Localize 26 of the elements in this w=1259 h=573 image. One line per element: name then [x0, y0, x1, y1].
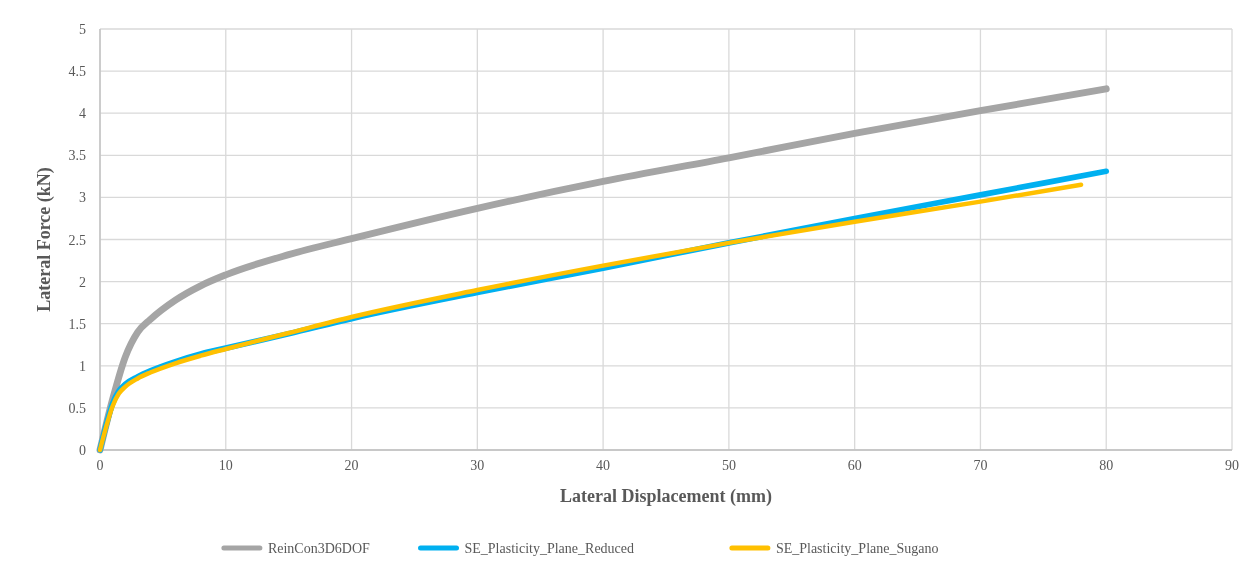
y-axis-title: Lateral Force (kN) — [34, 167, 55, 312]
x-tick-label: 0 — [96, 458, 104, 473]
x-tick-label: 90 — [1225, 458, 1239, 473]
y-tick-label: 3 — [79, 190, 86, 206]
y-tick-label: 1 — [79, 358, 86, 374]
x-tick-label: 50 — [721, 458, 736, 473]
legend-label: SE_Plasticity_Plane_Reduced — [464, 541, 635, 556]
x-axis-title: Lateral Displacement (mm) — [560, 486, 772, 507]
y-tick-label: 2.5 — [68, 232, 86, 248]
y-tick-label: 4.5 — [68, 64, 86, 80]
y-tick-label: 3.5 — [68, 148, 86, 164]
y-tick-label: 0 — [79, 443, 86, 458]
y-tick-label: 1.5 — [68, 316, 86, 332]
legend-label: ReinCon3D6DOF — [267, 541, 371, 556]
y-tick-label: 2 — [79, 274, 86, 290]
y-tick-label: 0.5 — [68, 400, 86, 416]
x-tick-label: 40 — [596, 458, 611, 473]
x-tick-label: 70 — [973, 458, 988, 473]
x-tick-label: 10 — [218, 458, 233, 473]
legend-label: SE_Plasticity_Plane_Sugano — [775, 541, 939, 556]
x-tick-label: 20 — [344, 458, 359, 473]
x-tick-label: 80 — [1099, 458, 1114, 473]
x-tick-label: 30 — [470, 458, 485, 473]
y-tick-label: 4 — [79, 106, 86, 122]
y-tick-label: 5 — [79, 22, 86, 37]
x-tick-label: 60 — [847, 458, 862, 473]
